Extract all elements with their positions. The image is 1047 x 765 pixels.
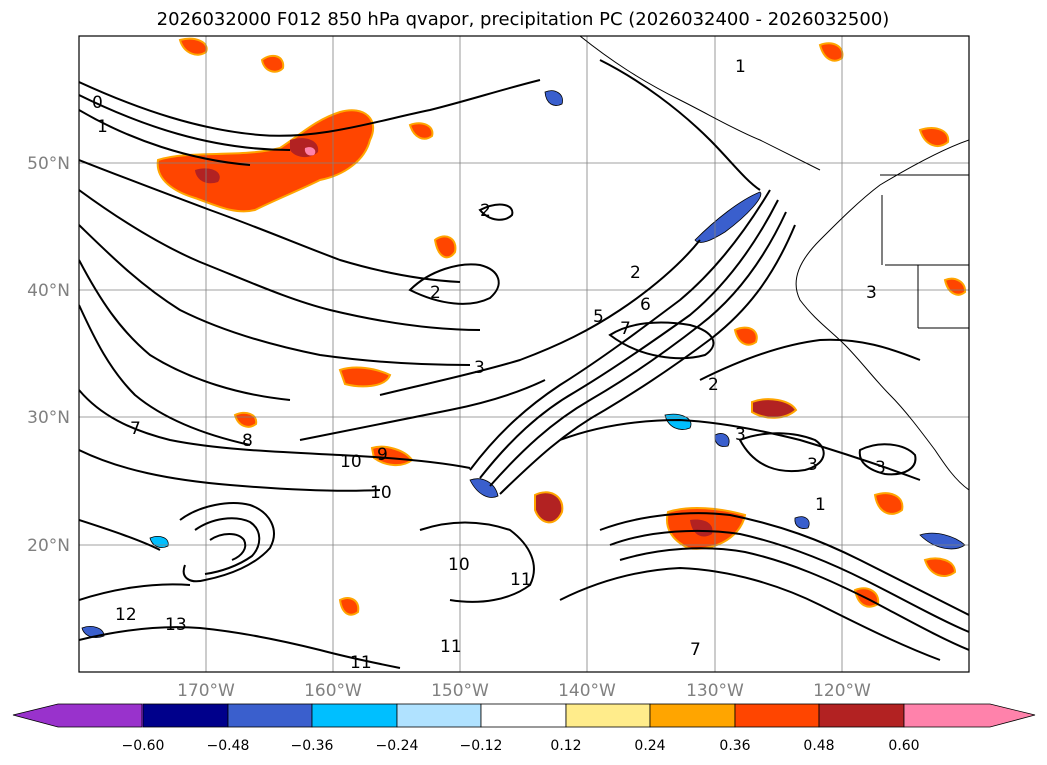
contour-label: 6 xyxy=(640,295,651,315)
contour-label: 0 xyxy=(92,93,103,113)
negative-shading xyxy=(81,90,966,638)
colorbar-extend-low xyxy=(12,703,143,728)
contour-label: 2 xyxy=(480,201,491,221)
colorbar-tick: −0.48 xyxy=(207,738,250,754)
contour-label: 1 xyxy=(815,495,826,515)
contour-label: 2 xyxy=(708,375,719,395)
colorbar-tick: 0.60 xyxy=(888,738,919,754)
lat-label-50: 50°N xyxy=(27,154,70,174)
contour-label: 12 xyxy=(115,605,137,625)
lat-label-30: 30°N xyxy=(27,408,70,428)
colorbar-bin xyxy=(734,703,820,728)
contour-label: 1 xyxy=(97,117,108,137)
precip-shading xyxy=(156,37,967,616)
map-background xyxy=(79,36,969,672)
lon-label-130w: 130°W xyxy=(686,681,744,701)
contour-label: 1 xyxy=(735,57,746,77)
contour-label: 2 xyxy=(630,263,641,283)
colorbar-bin xyxy=(649,703,736,728)
map-panel: 0 1 1 2 2 2 3 3 3 3 5 6 7 7 8 9 10 10 10… xyxy=(78,35,970,673)
contour-label: 2 xyxy=(430,283,441,303)
colorbar-extend-high xyxy=(903,703,1036,728)
colorbar-ticks: −0.60 −0.48 −0.36 −0.24 −0.12 0.12 0.24 … xyxy=(122,738,920,754)
longitude-labels: 170°W 160°W 150°W 140°W 130°W 120°W xyxy=(177,681,871,701)
contour-label: 10 xyxy=(340,452,362,472)
contour-label: 11 xyxy=(510,570,532,590)
figure-title: 2026032000 F012 850 hPa qvapor, precipit… xyxy=(157,9,890,30)
colorbar-tick: −0.24 xyxy=(376,738,419,754)
lon-label-120w: 120°W xyxy=(813,681,871,701)
latitude-labels: 20°N 30°N 40°N 50°N xyxy=(27,154,70,556)
colorbar xyxy=(12,703,1036,728)
colorbar-tick: −0.60 xyxy=(122,738,165,754)
colorbar-bin xyxy=(311,703,398,728)
contour-label: 3 xyxy=(474,358,485,378)
contour-label: 3 xyxy=(866,283,877,303)
contour-label: 13 xyxy=(165,615,187,635)
colorbar-bin xyxy=(480,703,567,728)
contour-label: 8 xyxy=(242,431,253,451)
lon-label-140w: 140°W xyxy=(558,681,616,701)
contour-label: 11 xyxy=(440,637,462,657)
contour-label: 5 xyxy=(593,307,604,327)
colorbar-tick: −0.36 xyxy=(291,738,334,754)
contour-label: 7 xyxy=(690,640,701,660)
contour-label: 3 xyxy=(875,458,886,478)
contour-label: 10 xyxy=(448,555,470,575)
contour-label: 9 xyxy=(377,445,388,465)
colorbar-bin xyxy=(142,703,229,728)
colorbar-bin xyxy=(818,703,905,728)
contour-label: 7 xyxy=(620,319,631,339)
lat-label-20: 20°N xyxy=(27,536,70,556)
lon-label-160w: 160°W xyxy=(304,681,362,701)
colorbar-tick: 0.12 xyxy=(550,738,581,754)
qvapor-contours xyxy=(79,59,969,669)
contour-label: 3 xyxy=(807,455,818,475)
contour-label: 10 xyxy=(370,483,392,503)
map-frame xyxy=(78,35,970,673)
colorbar-tick: 0.24 xyxy=(634,738,665,754)
colorbar-bin xyxy=(227,703,313,728)
colorbar-bin xyxy=(396,703,482,728)
colorbar-bin xyxy=(565,703,651,728)
lon-label-170w: 170°W xyxy=(177,681,235,701)
contour-label: 3 xyxy=(735,425,746,445)
lon-label-150w: 150°W xyxy=(431,681,489,701)
colorbar-tick: 0.36 xyxy=(719,738,750,754)
coastline xyxy=(579,36,969,491)
contour-label: 11 xyxy=(350,653,372,673)
colorbar-tick: −0.12 xyxy=(460,738,503,754)
contour-labels: 0 1 1 2 2 2 3 3 3 3 5 6 7 7 8 9 10 10 10… xyxy=(92,57,886,673)
contour-label: 7 xyxy=(130,419,141,439)
lat-label-40: 40°N xyxy=(27,281,70,301)
colorbar-tick: 0.48 xyxy=(803,738,834,754)
